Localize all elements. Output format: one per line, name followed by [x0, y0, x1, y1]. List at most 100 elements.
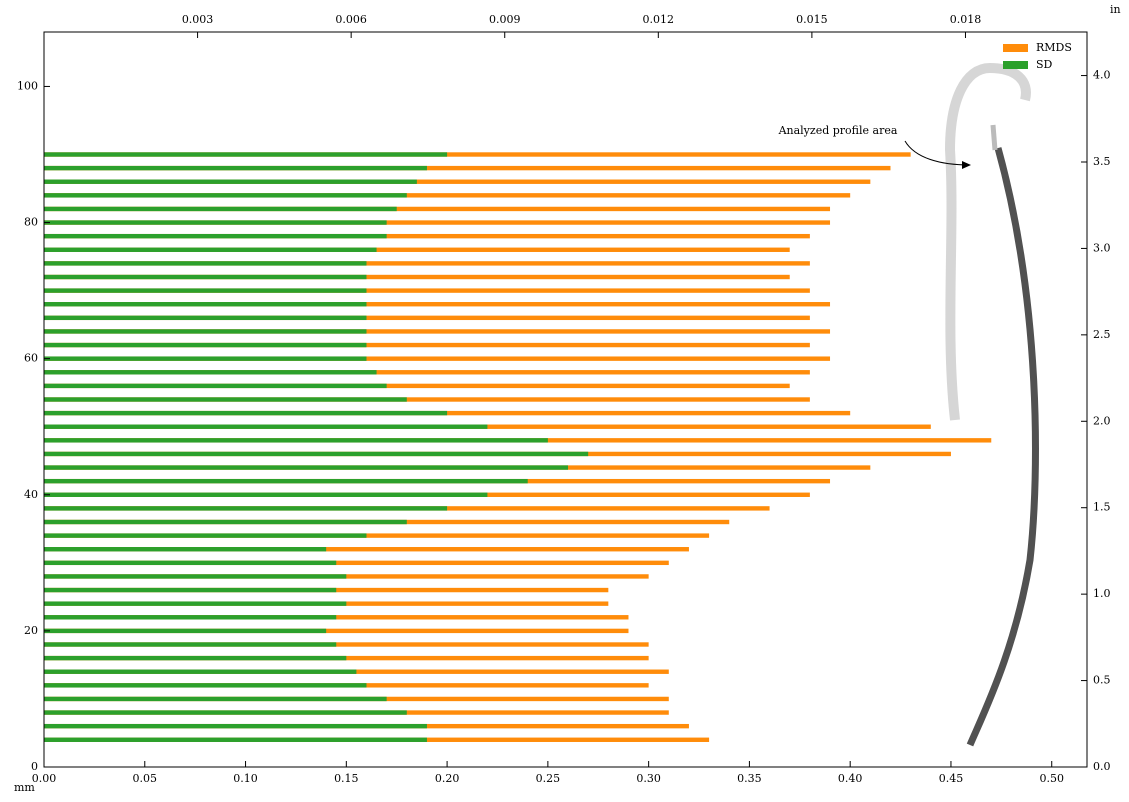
x2-tick-label: 0.003	[182, 13, 214, 26]
annotation-arrow	[904, 140, 971, 166]
bar	[44, 233, 810, 239]
bar	[44, 560, 669, 566]
bar	[44, 233, 387, 239]
bar	[44, 574, 347, 579]
bar	[44, 465, 569, 470]
y2-tick-label: 2.0	[1093, 414, 1111, 427]
bar	[44, 547, 327, 552]
bar	[44, 506, 448, 511]
bar	[44, 397, 407, 402]
x-tick-label: 0.15	[334, 772, 359, 785]
bar	[44, 193, 407, 198]
y2-tick-label: 0.5	[1093, 674, 1111, 687]
arrow-head	[962, 161, 971, 169]
bar	[44, 737, 427, 742]
bar	[44, 723, 427, 729]
bar	[44, 601, 347, 606]
bar	[44, 683, 367, 688]
bar	[44, 193, 851, 198]
bar	[44, 152, 911, 157]
x-tick-label: 0.40	[838, 772, 863, 785]
bar	[44, 533, 710, 538]
bar	[44, 628, 327, 634]
bar	[44, 642, 649, 647]
bar	[44, 560, 337, 566]
bar	[44, 519, 407, 525]
bar	[44, 410, 448, 416]
bar	[44, 547, 689, 552]
x2-tick-label: 0.015	[796, 13, 828, 26]
bars	[44, 152, 992, 742]
bar	[44, 274, 790, 280]
y-tick-label: 60	[24, 352, 38, 365]
bar	[44, 615, 337, 620]
x-tick-label: 0.50	[1039, 772, 1064, 785]
legend-swatch	[1003, 61, 1028, 69]
bar	[44, 424, 488, 429]
y2-tick-label: 2.5	[1093, 328, 1111, 341]
bar	[44, 356, 367, 361]
bar	[44, 696, 387, 702]
bar	[44, 206, 831, 212]
bar	[44, 261, 810, 266]
bar	[44, 587, 337, 593]
bar	[44, 179, 417, 184]
x-unit-label: mm	[14, 781, 35, 794]
y-tick-label: 100	[17, 79, 38, 92]
x-tick-label: 0.10	[233, 772, 258, 785]
y-tick-label: 20	[24, 624, 38, 637]
bar	[44, 261, 367, 266]
bar	[44, 315, 810, 321]
bar	[44, 220, 387, 225]
y2-tick-label: 4.0	[1093, 69, 1111, 82]
bar	[44, 288, 367, 293]
plot-frame	[43, 31, 1088, 768]
bar	[44, 302, 831, 307]
y2-tick-label: 0.0	[1093, 760, 1111, 773]
x-tick-label: 0.00	[32, 772, 57, 785]
bar	[44, 288, 810, 293]
x-tick-label: 0.45	[939, 772, 964, 785]
bar	[44, 383, 790, 389]
x-tick-label: 0.05	[133, 772, 158, 785]
y2-unit-label: in	[1110, 3, 1121, 16]
bar	[44, 206, 397, 212]
y2-tick-label: 3.0	[1093, 241, 1111, 254]
bar	[44, 492, 488, 497]
bar	[44, 356, 831, 361]
bar	[44, 329, 367, 334]
y2-tick-label: 3.5	[1093, 155, 1111, 168]
bar	[44, 342, 367, 348]
x2-tick-label: 0.009	[489, 13, 521, 26]
y-tick-label: 40	[24, 488, 38, 501]
legend-label: RMDS	[1036, 41, 1072, 54]
legend-swatch	[1003, 44, 1028, 52]
y2-tick-label: 1.5	[1093, 501, 1111, 514]
bar	[44, 451, 589, 457]
x-tick-label: 0.25	[536, 772, 561, 785]
x-tick-label: 0.20	[435, 772, 460, 785]
bar	[44, 152, 448, 157]
bar	[44, 710, 407, 715]
bar	[44, 642, 337, 647]
profile-image	[944, 62, 1039, 747]
bar	[44, 370, 377, 375]
bar	[44, 315, 367, 321]
bar	[44, 247, 790, 252]
bar	[44, 438, 548, 443]
bar	[44, 628, 629, 634]
bar	[44, 370, 810, 375]
x2-tick-label: 0.012	[643, 13, 675, 26]
y-tick-label: 80	[24, 216, 38, 229]
bar	[44, 274, 367, 280]
bar	[44, 383, 387, 389]
bar	[44, 655, 347, 661]
bar	[44, 302, 367, 307]
x-tick-label: 0.35	[737, 772, 762, 785]
bar	[44, 165, 891, 171]
legend-label: SD	[1036, 58, 1053, 71]
annotation: Analyzed profile area	[778, 124, 898, 137]
bar	[44, 247, 377, 252]
bar	[44, 220, 831, 225]
